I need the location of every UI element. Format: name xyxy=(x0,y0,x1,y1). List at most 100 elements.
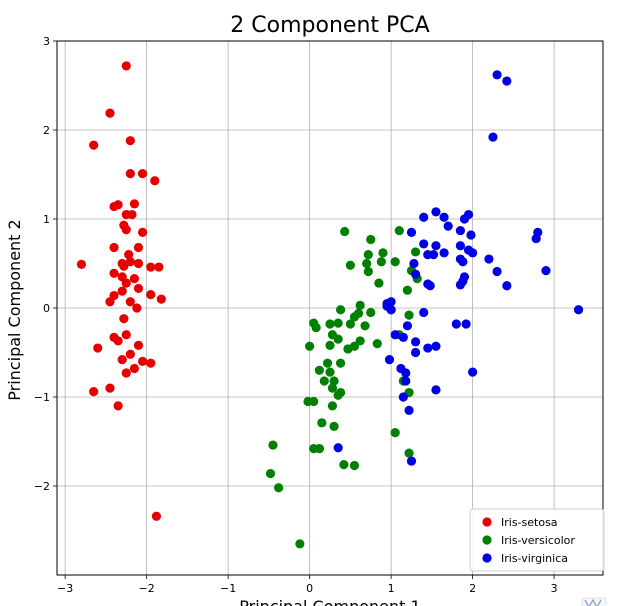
iris-versicolor-point xyxy=(363,266,373,277)
iris-setosa-point xyxy=(133,340,144,350)
iris-virginica-point xyxy=(502,281,512,291)
iris-versicolor-point xyxy=(329,376,339,386)
iris-setosa-point xyxy=(117,355,127,365)
watermark-logo xyxy=(581,597,607,606)
iris-virginica-point xyxy=(455,225,465,236)
iris-virginica-point xyxy=(461,319,471,329)
iris-setosa-point xyxy=(125,297,135,307)
x-tick-label: 0 xyxy=(306,582,313,595)
iris-virginica-point xyxy=(419,307,429,318)
chart-title: 2 Component PCA xyxy=(230,13,429,38)
iris-versicolor-point xyxy=(402,285,413,295)
iris-setosa-point xyxy=(119,261,129,271)
iris-versicolor-point xyxy=(274,483,284,493)
legend-marker-iris-versicolor xyxy=(482,535,492,545)
y-tick-label: −2 xyxy=(34,480,50,493)
iris-virginica-point xyxy=(463,209,474,220)
iris-setosa-point xyxy=(105,108,115,118)
iris-setosa-point xyxy=(105,383,115,393)
iris-setosa-point xyxy=(125,136,135,146)
iris-setosa-point xyxy=(121,330,131,340)
iris-virginica-point xyxy=(492,266,502,277)
iris-setosa-point xyxy=(150,176,160,186)
y-axis-label: Principal Component 2 xyxy=(5,219,24,400)
iris-versicolor-point xyxy=(325,367,335,377)
iris-versicolor-point xyxy=(265,468,276,479)
iris-versicolor-point xyxy=(355,300,365,310)
iris-versicolor-point xyxy=(295,539,305,549)
iris-setosa-point xyxy=(146,358,156,368)
legend-marker-iris-virginica xyxy=(482,553,492,563)
iris-versicolor-point xyxy=(325,319,335,329)
iris-versicolor-point xyxy=(309,444,319,454)
iris-versicolor-point xyxy=(335,305,346,315)
iris-versicolor-point xyxy=(335,358,346,368)
iris-setosa-point xyxy=(125,349,135,359)
iris-virginica-point xyxy=(492,70,502,80)
legend-label-iris-virginica: Iris-virginica xyxy=(501,552,568,565)
iris-setosa-point xyxy=(124,250,134,260)
iris-virginica-point xyxy=(439,248,449,258)
iris-setosa-point xyxy=(105,297,115,307)
iris-virginica-point xyxy=(484,254,494,264)
iris-virginica-point xyxy=(439,212,449,222)
iris-virginica-point xyxy=(410,269,421,279)
iris-setosa-point xyxy=(117,286,127,296)
y-tick-label: 2 xyxy=(43,124,50,137)
iris-virginica-point xyxy=(398,392,408,402)
iris-virginica-point xyxy=(406,227,417,237)
iris-versicolor-point xyxy=(317,418,327,428)
iris-versicolor-point xyxy=(410,247,421,257)
iris-virginica-point xyxy=(431,385,441,395)
iris-virginica-point xyxy=(541,266,551,276)
iris-virginica-point xyxy=(404,405,414,415)
iris-setosa-point xyxy=(151,511,162,521)
iris-setosa-point xyxy=(125,257,135,267)
iris-versicolor-point xyxy=(333,390,343,400)
iris-setosa-point xyxy=(133,283,144,294)
iris-setosa-point xyxy=(76,259,87,269)
iris-virginica-point xyxy=(431,241,441,251)
iris-setosa-point xyxy=(109,242,119,253)
iris-setosa-point xyxy=(109,201,119,212)
iris-versicolor-point xyxy=(345,260,355,270)
iris-setosa-point xyxy=(89,387,99,397)
iris-versicolor-point xyxy=(404,310,414,320)
iris-versicolor-point xyxy=(309,396,319,407)
iris-virginica-point xyxy=(428,250,439,260)
iris-versicolor-point xyxy=(378,248,388,258)
iris-virginica-point xyxy=(502,76,512,86)
iris-versicolor-point xyxy=(394,225,404,236)
iris-setosa-point xyxy=(121,368,131,378)
iris-setosa-point xyxy=(129,274,140,284)
iris-setosa-point xyxy=(154,262,164,272)
legend-label-iris-setosa: Iris-setosa xyxy=(501,516,558,529)
iris-setosa-point xyxy=(113,336,123,346)
iris-setosa-point xyxy=(113,401,123,411)
iris-virginica-point xyxy=(468,248,478,258)
iris-virginica-point xyxy=(419,212,429,222)
x-tick-label: 3 xyxy=(551,582,558,595)
iris-versicolor-point xyxy=(345,319,355,329)
axis-ticks: −3 −2 −1 0 1 2 3 −2 −1 0 1 2 3 xyxy=(34,35,558,595)
iris-virginica-point xyxy=(573,305,584,315)
iris-virginica-point xyxy=(423,343,433,353)
iris-virginica-point xyxy=(419,239,429,249)
iris-virginica-point xyxy=(531,233,541,244)
iris-virginica-point xyxy=(410,347,421,358)
iris-setosa-point xyxy=(127,209,137,220)
x-tick-label: 1 xyxy=(388,582,395,595)
iris-versicolor-point xyxy=(349,312,360,322)
iris-setosa-point xyxy=(89,140,99,150)
iris-virginica-point xyxy=(333,443,343,453)
iris-versicolor-point xyxy=(329,421,339,431)
iris-versicolor-point xyxy=(349,341,360,351)
iris-versicolor-point xyxy=(349,460,360,471)
iris-setosa-point xyxy=(121,225,131,235)
iris-setosa-point xyxy=(146,262,156,272)
iris-setosa-point xyxy=(156,294,166,304)
iris-virginica-point xyxy=(443,221,453,231)
legend-label-iris-versicolor: Iris-versicolor xyxy=(501,534,575,547)
iris-virginica-point xyxy=(401,368,411,378)
